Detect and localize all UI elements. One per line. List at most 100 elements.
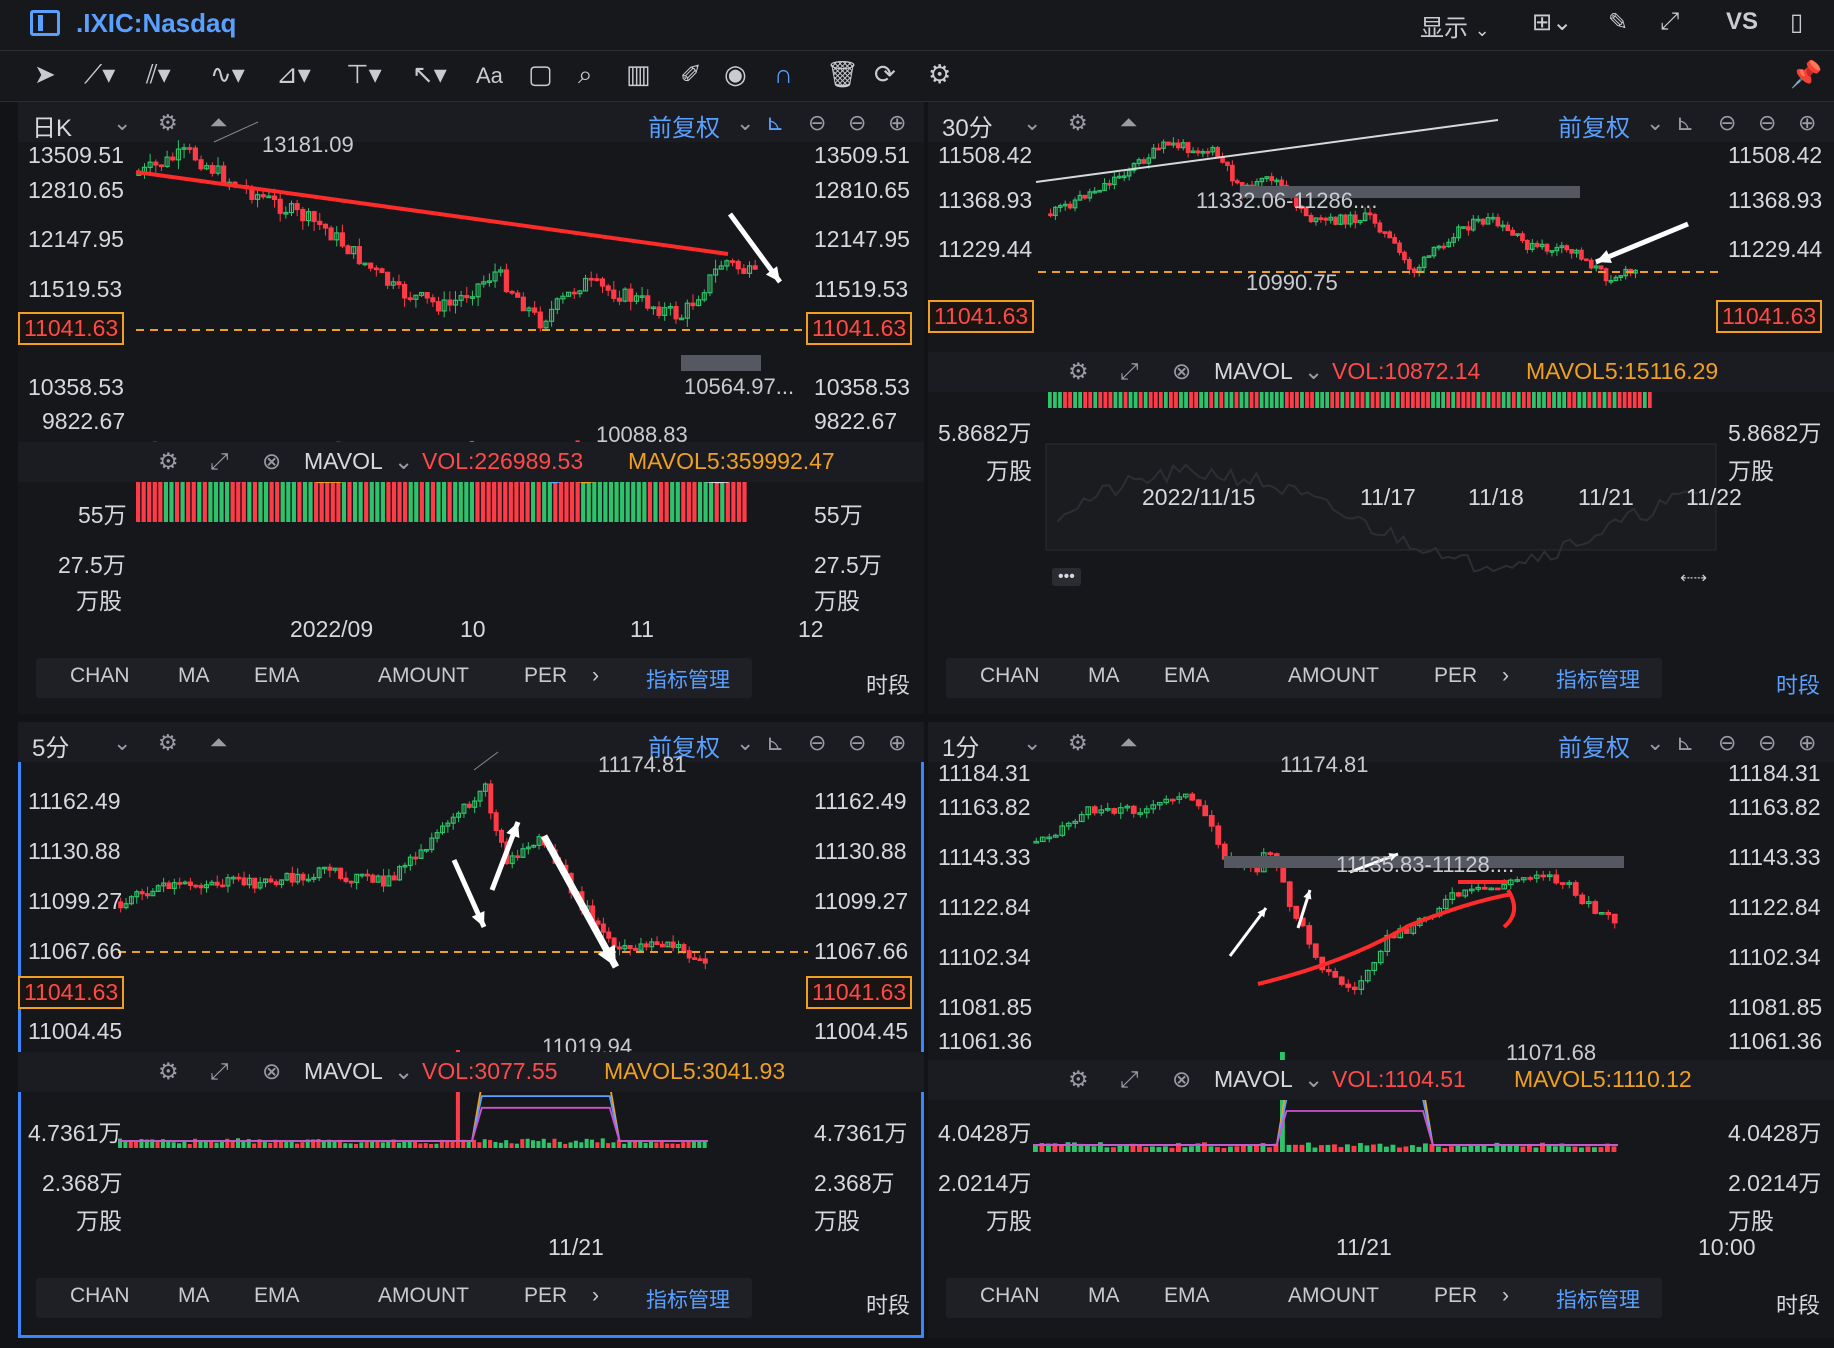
gear-icon[interactable]: ⚙ <box>1068 110 1088 135</box>
tab-per[interactable]: PER <box>524 664 568 687</box>
candlestick-chart[interactable] <box>928 722 1834 1338</box>
chart-panel-5min[interactable]: 5分 ⌄ ⚙ ⏶ 前复权 ⌄ ⊾ ⊖ ⊖ ⊕ 11162.49 11130.88… <box>18 722 924 1338</box>
chart-panel-30min[interactable]: 30分 ⌄ ⚙ ⏶ 前复权 ⌄ ⊾ ⊖ ⊖ ⊕ 11508.42 11368.9… <box>928 102 1834 714</box>
minus-circle-icon[interactable]: ⊖ <box>1718 110 1737 135</box>
up-circle-icon[interactable]: ⏶ <box>210 110 228 135</box>
session-button[interactable]: 时段 <box>866 673 911 698</box>
sync-icon[interactable]: ⟳ <box>874 59 896 89</box>
tab-chan[interactable]: CHAN <box>980 1284 1040 1307</box>
scroll-arrows-icon[interactable]: ⇠⇢ <box>1680 570 1707 587</box>
minus-circle-icon[interactable]: ⊖ <box>1718 730 1737 755</box>
text-icon[interactable]: Aa <box>476 63 503 88</box>
gear-icon[interactable]: ⚙ <box>928 59 952 89</box>
arrow-icon[interactable]: ↖▾ <box>412 59 447 89</box>
pen-icon[interactable]: ✎ <box>1608 9 1629 36</box>
tab-ma[interactable]: MA <box>178 1284 210 1307</box>
chevron-down-icon[interactable]: ⌄ <box>1023 730 1042 755</box>
search-icon[interactable]: ⌕ <box>578 59 593 89</box>
zoom-out-icon[interactable]: ⊖ <box>1758 110 1777 135</box>
gear-icon[interactable]: ⚙ <box>1068 358 1089 384</box>
gear-icon[interactable]: ⚙ <box>158 448 179 474</box>
pattern-icon[interactable]: ▥ <box>626 59 651 89</box>
indicator-manager-button[interactable]: 指标管理 <box>1556 1289 1640 1312</box>
tab-chan[interactable]: CHAN <box>980 664 1040 687</box>
tab-ma[interactable]: MA <box>1088 664 1120 687</box>
zoom-out-icon[interactable]: ⊖ <box>1758 730 1777 755</box>
zoom-out-icon[interactable]: ⊖ <box>848 730 867 755</box>
line-icon[interactable]: ⟋▾ <box>84 59 116 89</box>
xy-axis-icon[interactable]: ⊾ <box>1676 730 1695 755</box>
period-select[interactable]: 30分 <box>942 115 993 142</box>
chart-panel-daily[interactable]: 日K ⌄ ⚙ ⏶ 前复权 ⌄ ⊾ ⊖ ⊖ ⊕ 13509.51 12810.65… <box>18 102 924 714</box>
measure-icon[interactable]: ⊤▾ <box>346 59 382 89</box>
display-menu[interactable]: 显示 ⌄ <box>1420 8 1490 43</box>
zoom-in-icon[interactable]: ⊕ <box>888 730 907 755</box>
magnet-icon[interactable]: ∩ <box>774 59 793 89</box>
chevron-down-icon[interactable]: ⌄ <box>1646 110 1665 135</box>
session-button[interactable]: 时段 <box>866 1293 911 1318</box>
indicator-name[interactable]: MAVOL <box>1214 1066 1293 1092</box>
expand-icon[interactable]: ⤢ <box>1120 1066 1139 1092</box>
trash-icon[interactable]: 🗑 <box>826 59 860 89</box>
chevron-down-icon[interactable]: ⌄ <box>113 730 132 755</box>
gear-icon[interactable]: ⚙ <box>1068 730 1088 755</box>
expand-icon[interactable]: ⤢ <box>1120 358 1139 384</box>
indicator-name[interactable]: MAVOL <box>304 1058 383 1084</box>
chevron-down-icon[interactable]: ⌄ <box>736 730 755 755</box>
chevron-down-icon[interactable]: ⌄ <box>394 1058 414 1084</box>
indicator-manager-button[interactable]: 指标管理 <box>646 669 730 692</box>
tab-chan[interactable]: CHAN <box>70 1284 130 1307</box>
more-icon[interactable]: ••• <box>1052 568 1081 586</box>
eye-icon[interactable]: ◉ <box>724 59 747 89</box>
indicator-name[interactable]: MAVOL <box>304 448 383 474</box>
panel-toggle-icon[interactable]: ▯ <box>1790 9 1804 36</box>
gear-icon[interactable]: ⚙ <box>158 730 178 755</box>
gann-icon[interactable]: ⊿▾ <box>276 59 311 89</box>
adjust-select[interactable]: 前复权 <box>648 115 720 142</box>
adjust-select[interactable]: 前复权 <box>648 735 720 762</box>
session-button[interactable]: 时段 <box>1776 673 1821 698</box>
zoom-in-icon[interactable]: ⊕ <box>1798 110 1817 135</box>
adjust-select[interactable]: 前复权 <box>1558 735 1630 762</box>
candlestick-chart[interactable] <box>18 102 924 714</box>
close-icon[interactable]: ⊗ <box>262 1058 282 1084</box>
chevron-down-icon[interactable]: ⌄ <box>1304 1066 1324 1092</box>
tab-ma[interactable]: MA <box>1088 1284 1120 1307</box>
gear-icon[interactable]: ⚙ <box>1068 1066 1089 1092</box>
chevron-down-icon[interactable]: ⌄ <box>394 448 414 474</box>
expand-icon[interactable]: ⤢ <box>210 1058 229 1084</box>
period-select[interactable]: 5分 <box>32 735 70 762</box>
xy-axis-icon[interactable]: ⊾ <box>766 730 785 755</box>
period-select[interactable]: 日K <box>32 115 73 142</box>
close-icon[interactable]: ⊗ <box>1172 1066 1192 1092</box>
tab-amount[interactable]: AMOUNT <box>378 1284 469 1307</box>
up-circle-icon[interactable]: ⏶ <box>1120 730 1138 755</box>
up-circle-icon[interactable]: ⏶ <box>210 730 228 755</box>
tab-per[interactable]: PER <box>1434 664 1478 687</box>
gear-icon[interactable]: ⚙ <box>158 1058 179 1084</box>
brush-icon[interactable]: ✐ <box>680 59 702 89</box>
chart-panel-1min[interactable]: 1分 ⌄ ⚙ ⏶ 前复权 ⌄ ⊾ ⊖ ⊖ ⊕ 11184.31 11163.82… <box>928 722 1834 1338</box>
indicator-manager-button[interactable]: 指标管理 <box>1556 669 1640 692</box>
expand-icon[interactable]: ⤢ <box>210 448 229 474</box>
adjust-select[interactable]: 前复权 <box>1558 115 1630 142</box>
wave-icon[interactable]: ∿▾ <box>210 59 245 89</box>
session-button[interactable]: 时段 <box>1776 1293 1821 1318</box>
period-select[interactable]: 1分 <box>942 735 980 762</box>
close-icon[interactable]: ⊗ <box>262 448 282 474</box>
chevron-down-icon[interactable]: ⌄ <box>736 110 755 135</box>
gear-icon[interactable]: ⚙ <box>158 110 178 135</box>
pin-icon[interactable]: 📌 <box>1790 59 1823 89</box>
xy-axis-icon[interactable]: ⊾ <box>766 110 785 135</box>
candlestick-chart[interactable] <box>928 102 1834 714</box>
symbol-title[interactable]: .IXIC:Nasdaq <box>76 8 237 38</box>
tab-chan[interactable]: CHAN <box>70 664 130 687</box>
chevron-down-icon[interactable]: ⌄ <box>1646 730 1665 755</box>
cursor-icon[interactable]: ➤ <box>34 59 56 89</box>
channel-icon[interactable]: ⫽▾ <box>146 59 171 89</box>
comment-icon[interactable]: ▢ <box>528 59 553 89</box>
close-icon[interactable]: ⊗ <box>1172 358 1192 384</box>
chevron-right-icon[interactable]: › <box>1502 664 1509 687</box>
tab-ema[interactable]: EMA <box>1164 664 1210 687</box>
minus-circle-icon[interactable]: ⊖ <box>808 110 827 135</box>
